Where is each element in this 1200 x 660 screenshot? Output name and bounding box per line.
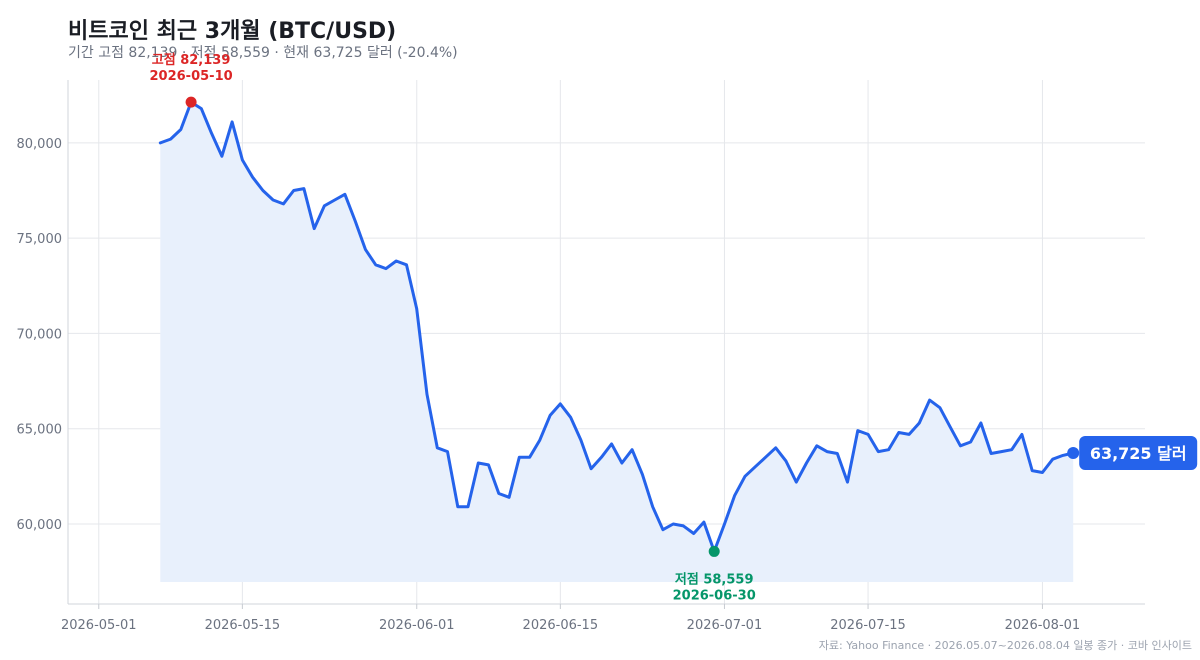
last-value-label: 63,725 달러 [1090, 444, 1187, 463]
y-tick-label: 60,000 [17, 518, 63, 533]
x-tick-label: 2026-05-01 [61, 618, 137, 633]
x-tick-label: 2026-06-15 [523, 618, 599, 633]
y-tick-label: 75,000 [17, 232, 63, 247]
price-area [160, 102, 1074, 582]
low-point-label: 저점 58,559 [675, 572, 754, 587]
x-tick-label: 2026-07-01 [687, 618, 763, 633]
low-point-marker [708, 545, 720, 557]
x-tick-label: 2026-08-01 [1005, 618, 1081, 633]
y-tick-label: 70,000 [17, 327, 63, 342]
source-note: 자료: Yahoo Finance · 2026.05.07~2026.08.0… [819, 638, 1192, 652]
x-tick-label: 2026-06-01 [379, 618, 455, 633]
y-axis: 60,000 65,000 70,000 75,000 80,000 [17, 137, 63, 533]
price-line [158, 100, 1075, 553]
chart-subtitle: 기간 고점 82,139 · 저점 58,559 · 현재 63,725 달러 … [68, 45, 458, 61]
y-tick-label: 80,000 [17, 137, 63, 152]
y-tick-label: 65,000 [17, 423, 63, 438]
high-point-date: 2026-05-10 [150, 69, 233, 84]
x-tick-label: 2026-05-15 [205, 618, 281, 633]
high-point-marker [185, 96, 197, 108]
x-tick-label: 2026-07-15 [830, 618, 906, 633]
chart-title: 비트코인 최근 3개월 (BTC/USD) [68, 19, 396, 44]
high-point-label: 고점 82,139 [152, 53, 231, 68]
low-point-date: 2026-06-30 [673, 588, 756, 603]
x-axis: 2026-05-01 2026-05-15 2026-06-01 2026-06-15… [61, 604, 1080, 633]
last-point-marker [1067, 446, 1080, 459]
last-value-badge [1079, 435, 1198, 470]
